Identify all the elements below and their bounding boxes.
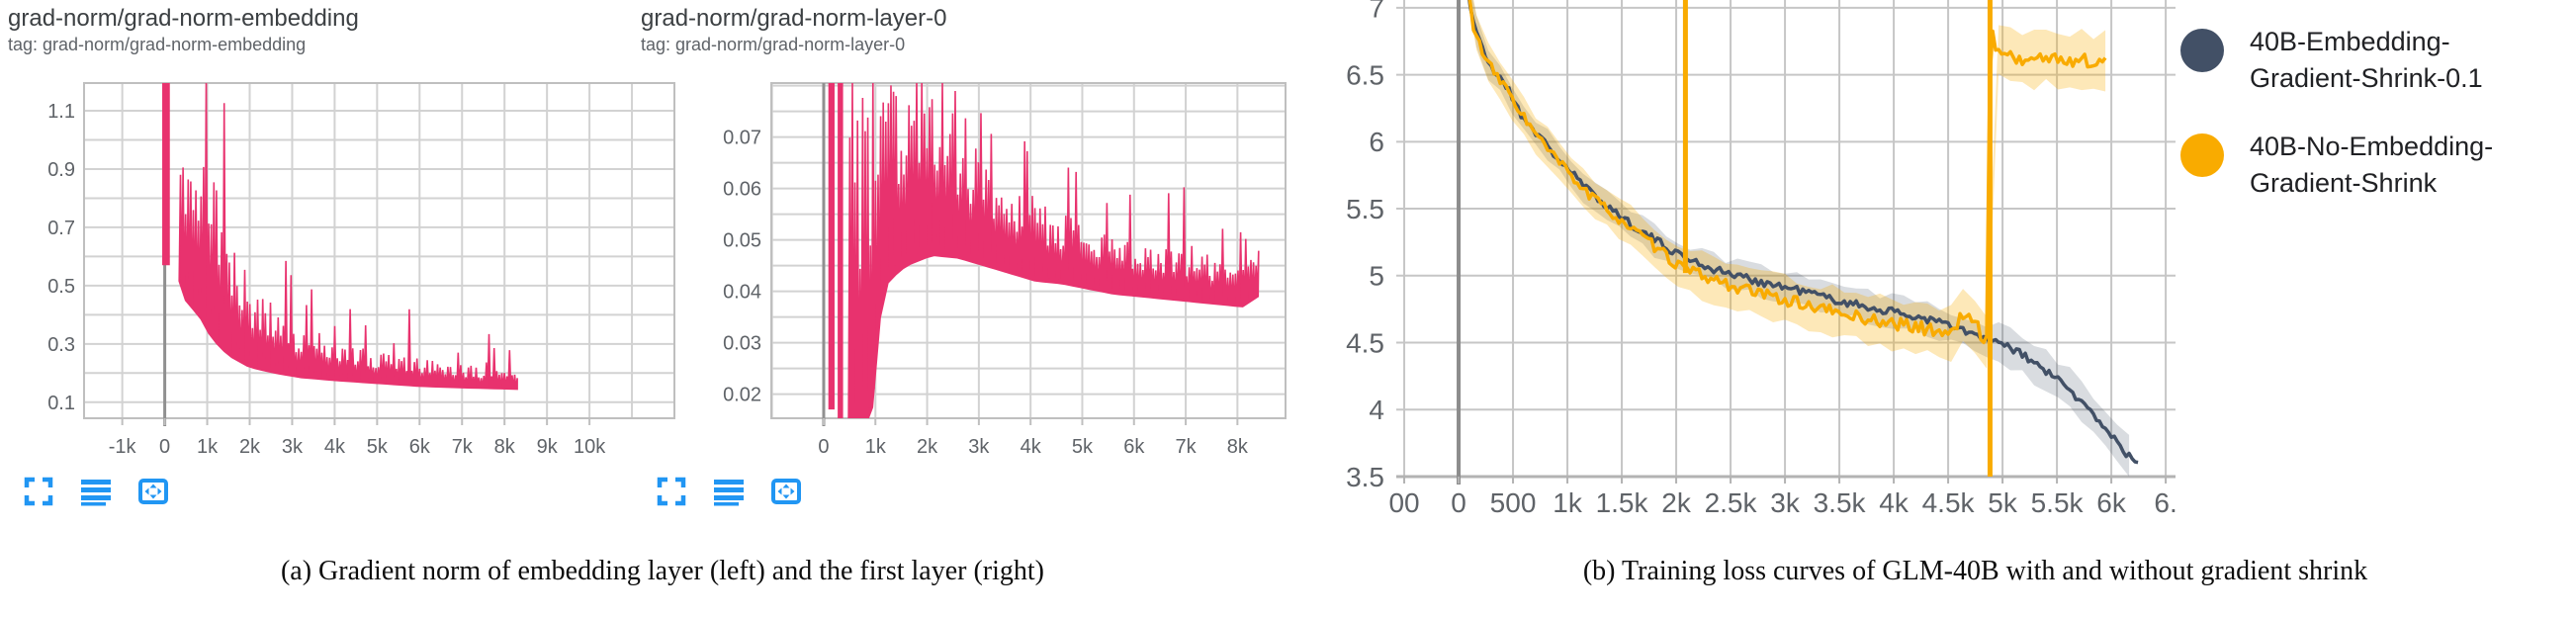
svg-text:0.7: 0.7 xyxy=(47,218,75,239)
svg-text:4k: 4k xyxy=(1879,487,1910,518)
svg-text:1k: 1k xyxy=(1553,487,1583,518)
embedding-grad-norm-chart[interactable]: -1k 0 1k 2k 3k 4k 5k 6k 7k 8k 9k 10k 0.1 0.3 0.5 0.7 0.9… xyxy=(0,61,692,465)
svg-text:0: 0 xyxy=(1451,487,1466,518)
svg-text:3k: 3k xyxy=(1770,487,1801,518)
chart-title-layer0: grad-norm/grad-norm-layer-0 xyxy=(641,5,947,32)
svg-text:1.1: 1.1 xyxy=(47,101,75,123)
caption-b: (b) Training loss curves of GLM-40B with… xyxy=(1582,556,2368,586)
expand-icon[interactable] xyxy=(657,476,688,507)
svg-text:4.5k: 4.5k xyxy=(1922,487,1976,518)
svg-text:8k: 8k xyxy=(494,436,516,458)
svg-text:00: 00 xyxy=(1388,487,1419,518)
svg-text:6: 6 xyxy=(1369,127,1384,157)
svg-text:3k: 3k xyxy=(968,436,990,458)
svg-text:5.5k: 5.5k xyxy=(2031,487,2085,518)
svg-text:3k: 3k xyxy=(282,436,304,458)
svg-text:0.03: 0.03 xyxy=(723,333,761,355)
svg-text:0: 0 xyxy=(159,436,170,458)
svg-text:6.: 6. xyxy=(2154,487,2176,518)
svg-text:2k: 2k xyxy=(917,436,938,458)
svg-text:0.3: 0.3 xyxy=(47,334,75,356)
svg-text:4k: 4k xyxy=(1021,436,1042,458)
svg-text:3.5k: 3.5k xyxy=(1814,487,1867,518)
svg-text:0.05: 0.05 xyxy=(723,230,761,252)
svg-text:6.5: 6.5 xyxy=(1346,59,1384,90)
layer0-grad-norm-chart[interactable]: 0 1k 2k 3k 4k 5k 6k 7k 8k 0.02 0.03 0.04 0.05 0.06 0.0… xyxy=(633,61,1325,465)
svg-text:0.07: 0.07 xyxy=(723,128,761,149)
svg-text:5: 5 xyxy=(1369,261,1384,292)
svg-text:3.5: 3.5 xyxy=(1346,462,1384,492)
svg-text:0.9: 0.9 xyxy=(47,159,75,181)
svg-text:10k: 10k xyxy=(574,436,606,458)
caption-a: (a) Gradient norm of embedding layer (le… xyxy=(280,556,1045,586)
svg-text:0: 0 xyxy=(818,436,829,458)
chart-tag-layer0: tag: grad-norm/grad-norm-layer-0 xyxy=(641,35,906,54)
svg-text:0.06: 0.06 xyxy=(723,179,761,201)
legend-item-embedding-shrink: 40B-Embedding- Gradient-Shrink-0.1 xyxy=(2180,24,2493,97)
svg-text:4: 4 xyxy=(1369,395,1384,425)
svg-text:1.5k: 1.5k xyxy=(1596,487,1649,518)
legend-swatch-orange xyxy=(2180,133,2224,177)
svg-text:9k: 9k xyxy=(537,436,559,458)
svg-text:5.5: 5.5 xyxy=(1346,194,1384,224)
svg-text:8k: 8k xyxy=(1227,436,1249,458)
svg-text:2.5k: 2.5k xyxy=(1705,487,1758,518)
expand-icon[interactable] xyxy=(24,476,55,507)
svg-text:-1k: -1k xyxy=(109,436,137,458)
legend-item-no-embedding-shrink: 40B-No-Embedding- Gradient-Shrink xyxy=(2180,129,2493,202)
legend-label: 40B-No-Embedding- Gradient-Shrink xyxy=(2250,132,2494,198)
svg-text:5k: 5k xyxy=(1988,487,2018,518)
fit-domain-icon[interactable] xyxy=(138,476,170,507)
svg-text:1k: 1k xyxy=(197,436,219,458)
fit-domain-icon[interactable] xyxy=(771,476,803,507)
svg-text:500: 500 xyxy=(1490,487,1537,518)
svg-text:4.5: 4.5 xyxy=(1346,327,1384,358)
runs-list-icon[interactable] xyxy=(714,476,746,507)
svg-text:0.04: 0.04 xyxy=(723,282,761,304)
svg-text:4k: 4k xyxy=(324,436,346,458)
runs-list-icon[interactable] xyxy=(81,476,113,507)
chart-tag-embedding: tag: grad-norm/grad-norm-embedding xyxy=(8,35,307,54)
svg-text:2k: 2k xyxy=(239,436,261,458)
svg-text:7: 7 xyxy=(1369,0,1384,24)
svg-text:7k: 7k xyxy=(452,436,474,458)
legend: 40B-Embedding- Gradient-Shrink-0.1 40B-N… xyxy=(2180,24,2493,202)
svg-text:7k: 7k xyxy=(1176,436,1198,458)
svg-text:1k: 1k xyxy=(865,436,887,458)
legend-label: 40B-Embedding- Gradient-Shrink-0.1 xyxy=(2250,27,2483,93)
chart-title-embedding: grad-norm/grad-norm-embedding xyxy=(8,5,359,32)
svg-text:0.1: 0.1 xyxy=(47,393,75,414)
training-loss-chart[interactable]: 00 0 500 1k 1.5k 2k 2.5k 3k 3.5k 4k 4.5k 5k 5.5k 6k 6.… xyxy=(1325,0,2185,536)
svg-text:2k: 2k xyxy=(1661,487,1692,518)
svg-text:6k: 6k xyxy=(2096,487,2127,518)
chart-toolbar xyxy=(657,476,803,507)
svg-text:0.02: 0.02 xyxy=(723,385,761,406)
chart-toolbar xyxy=(24,476,170,507)
svg-text:6k: 6k xyxy=(409,436,431,458)
legend-swatch-slate xyxy=(2180,29,2224,72)
svg-text:5k: 5k xyxy=(1072,436,1094,458)
svg-text:0.5: 0.5 xyxy=(47,276,75,298)
svg-text:6k: 6k xyxy=(1123,436,1145,458)
svg-text:5k: 5k xyxy=(367,436,389,458)
